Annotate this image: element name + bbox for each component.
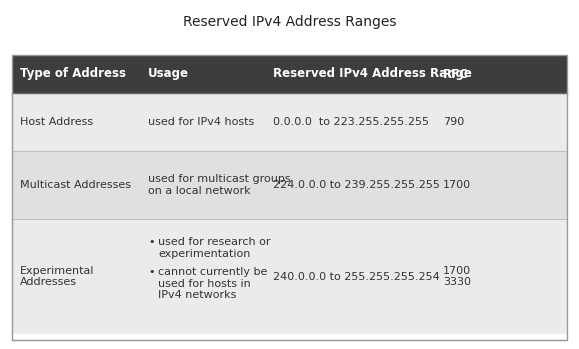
Text: Reserved IPv4 Address Ranges: Reserved IPv4 Address Ranges (183, 15, 396, 29)
Text: Reserved IPv4 Address Range: Reserved IPv4 Address Range (273, 67, 472, 81)
Text: 224.0.0.0 to 239.255.255.255: 224.0.0.0 to 239.255.255.255 (273, 180, 440, 190)
Text: Experimental
Addresses: Experimental Addresses (20, 266, 94, 287)
Text: Type of Address: Type of Address (20, 67, 126, 81)
Text: RFC: RFC (443, 67, 469, 81)
Text: used for research or
experimentation: used for research or experimentation (158, 237, 270, 259)
Text: •: • (148, 267, 155, 277)
Text: Usage: Usage (148, 67, 189, 81)
Text: 1700
3330: 1700 3330 (443, 266, 471, 287)
Text: cannot currently be
used for hosts in
IPv4 networks: cannot currently be used for hosts in IP… (158, 267, 267, 300)
Text: 240.0.0.0 to 255.255.255.254: 240.0.0.0 to 255.255.255.254 (273, 272, 439, 282)
Text: Multicast Addresses: Multicast Addresses (20, 180, 131, 190)
Text: Host Address: Host Address (20, 117, 93, 127)
Text: used for IPv4 hosts: used for IPv4 hosts (148, 117, 254, 127)
Text: used for multicast groups
on a local network: used for multicast groups on a local net… (148, 174, 291, 196)
Text: 790: 790 (443, 117, 464, 127)
Bar (12, 93, 567, 151)
Bar (12, 55, 567, 340)
Bar (12, 55, 567, 93)
Text: 0.0.0.0  to 223.255.255.255: 0.0.0.0 to 223.255.255.255 (273, 117, 429, 127)
Bar (12, 219, 567, 334)
Text: 1700: 1700 (443, 180, 471, 190)
Text: •: • (148, 237, 155, 247)
Bar (12, 151, 567, 219)
